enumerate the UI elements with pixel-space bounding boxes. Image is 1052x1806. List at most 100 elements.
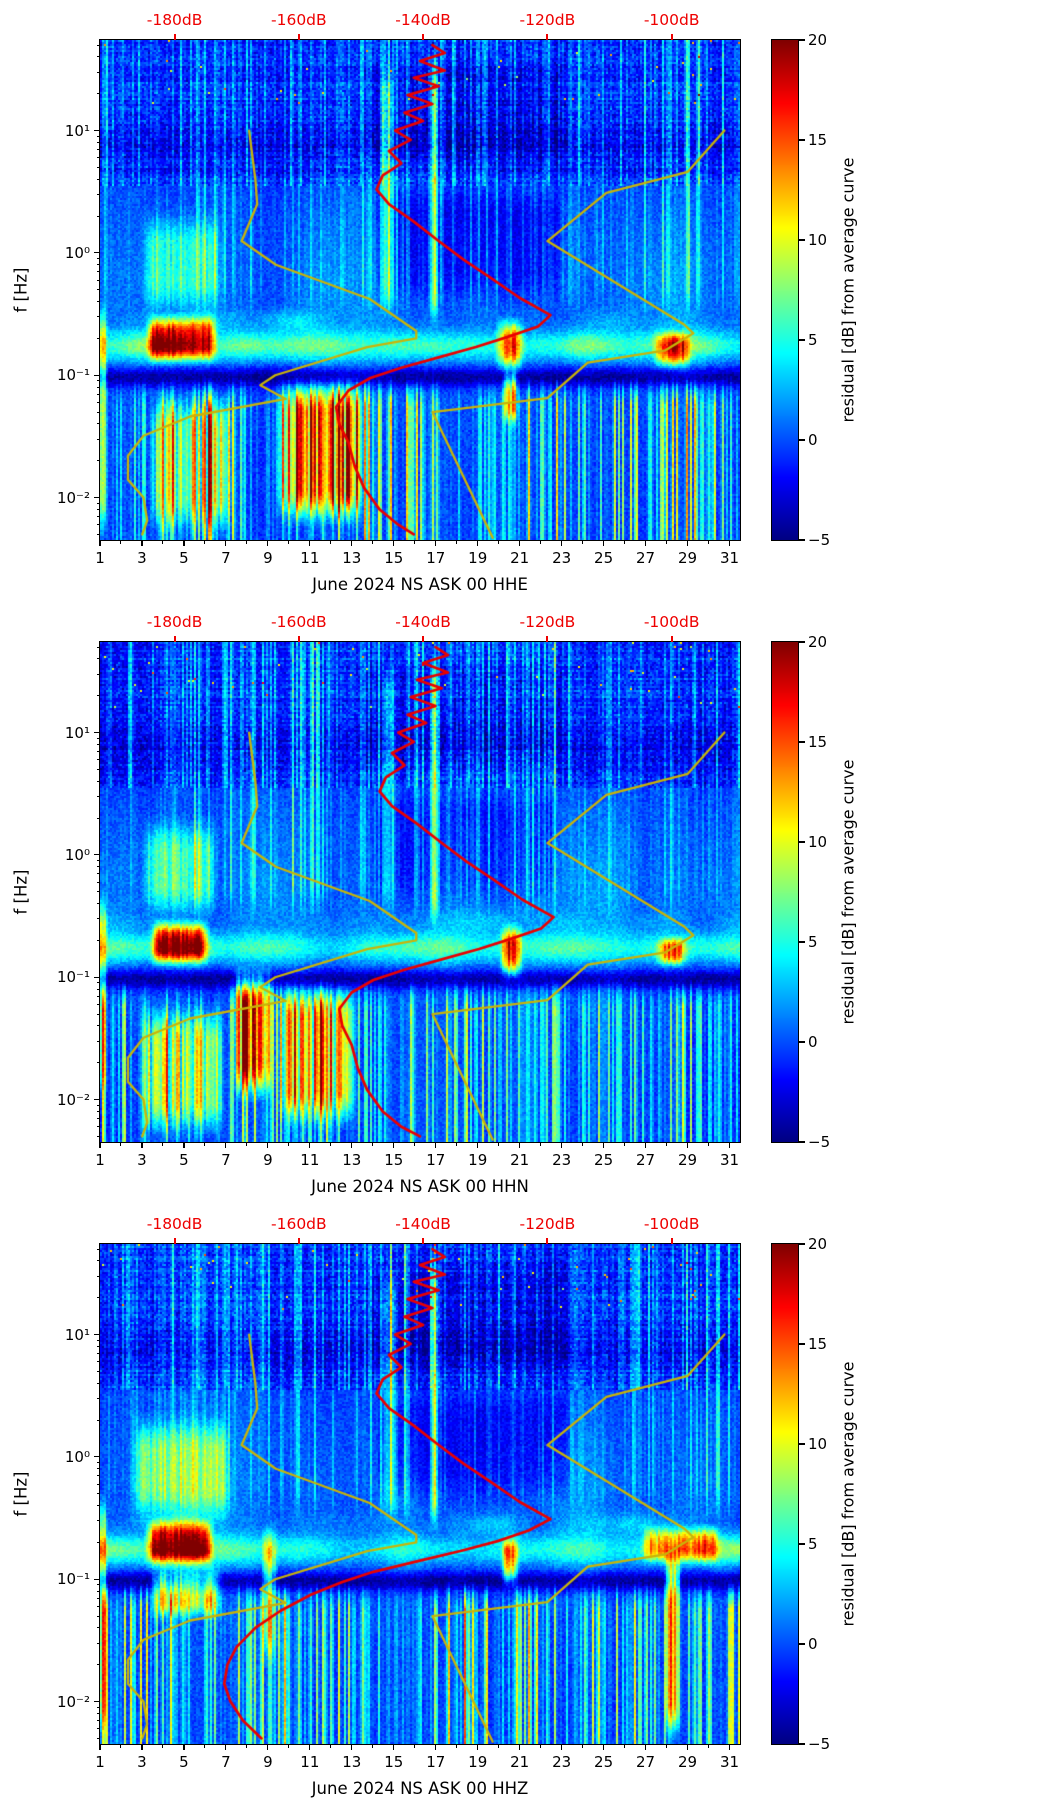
y-minor-tick [96, 1013, 100, 1015]
y-minor-tick [96, 873, 100, 875]
top-axis-tick [173, 1238, 176, 1244]
spectrogram-panel-hhn: f [Hz] June 2024 NS ASK 00 HHN residual … [0, 602, 1052, 1204]
x-tick [435, 1744, 437, 1750]
x-tick [183, 540, 185, 546]
y-minor-tick [96, 337, 100, 339]
y-minor-tick [96, 508, 100, 510]
x-tick-label: 19 [468, 1151, 488, 1169]
colorbar-tick-label: 5 [808, 933, 818, 951]
y-axis-label-text: f [Hz] [11, 267, 31, 313]
colorbar-tick-label: 10 [808, 833, 828, 851]
y-tick-label: 10⁰ [64, 1447, 90, 1466]
y-minor-tick [96, 1248, 100, 1250]
colorbar-tick [799, 439, 805, 441]
y-minor-tick [96, 1135, 100, 1137]
y-minor-tick [96, 1104, 100, 1106]
colorbar-tick-label: 10 [808, 1435, 828, 1453]
y-tick [94, 854, 100, 856]
colorbar-tick [799, 1643, 805, 1645]
y-minor-tick [96, 1712, 100, 1714]
colorbar-tick [799, 239, 805, 241]
x-tick [267, 1142, 269, 1148]
y-minor-tick [96, 1062, 100, 1064]
x-minor-tick [204, 1142, 206, 1146]
y-minor-tick [96, 401, 100, 403]
x-minor-tick [246, 540, 248, 544]
y-minor-tick [96, 1353, 100, 1355]
x-tick-label: 13 [342, 549, 362, 567]
x-minor-tick [456, 1142, 458, 1146]
colorbar-tick [799, 641, 805, 643]
y-minor-tick [96, 1728, 100, 1730]
colorbar-tick-label: 15 [808, 131, 828, 149]
x-tick [351, 1142, 353, 1148]
top-axis-label: -100dB [643, 11, 700, 29]
y-minor-tick [96, 1339, 100, 1341]
x-minor-tick [162, 1744, 164, 1748]
x-tick [435, 1142, 437, 1148]
x-tick-label: 11 [300, 1151, 320, 1169]
top-axis-label: -140dB [395, 11, 451, 29]
x-minor-tick [666, 1744, 668, 1748]
colorbar-tick [799, 1543, 805, 1545]
y-tick [94, 374, 100, 376]
x-tick-label: 21 [510, 1151, 530, 1169]
top-axis-label: -100dB [643, 613, 700, 631]
y-minor-tick [96, 646, 100, 648]
x-tick [686, 1142, 689, 1148]
y-minor-tick [96, 194, 100, 196]
spectrogram-canvas [100, 40, 740, 540]
y-minor-tick [96, 135, 100, 137]
y-minor-tick [96, 1584, 100, 1586]
x-tick-label: 9 [263, 549, 273, 567]
y-minor-tick [96, 1642, 100, 1644]
colorbar-tick [799, 1041, 805, 1043]
x-minor-tick [498, 540, 500, 544]
y-minor-tick [96, 1737, 100, 1739]
x-tick [225, 1744, 227, 1750]
top-axis-tick [173, 636, 176, 642]
x-tick-label: 15 [384, 549, 404, 567]
y-minor-tick [96, 178, 100, 180]
y-minor-tick [96, 1275, 100, 1277]
y-minor-tick [96, 751, 100, 753]
y-tick [94, 1456, 100, 1458]
y-minor-tick [96, 1627, 100, 1629]
x-tick-label: 19 [468, 1753, 488, 1771]
x-minor-tick [498, 1142, 500, 1146]
x-tick-label: 29 [677, 1753, 698, 1771]
y-minor-tick [96, 1505, 100, 1507]
y-minor-tick [96, 71, 100, 73]
x-tick [351, 540, 353, 546]
y-tick-label: 10⁰ [64, 845, 90, 864]
colorbar-border [771, 39, 799, 541]
x-minor-tick [120, 1142, 122, 1146]
x-tick [644, 540, 647, 546]
top-axis-tick [670, 34, 673, 40]
y-minor-tick [96, 1025, 100, 1027]
x-tick-label: 3 [137, 1753, 147, 1771]
x-tick [435, 540, 437, 546]
y-minor-tick [96, 157, 100, 159]
y-minor-tick [96, 891, 100, 893]
top-axis-tick [173, 34, 176, 40]
y-tick [94, 976, 100, 978]
x-minor-tick [120, 1744, 122, 1748]
colorbar-tick [799, 1141, 805, 1143]
y-tick-label: 10⁻¹ [56, 366, 90, 385]
colorbar-tick-label: 15 [808, 733, 828, 751]
y-minor-tick [96, 460, 100, 462]
x-tick [686, 540, 689, 546]
y-minor-tick [96, 166, 100, 168]
x-tick-label: 27 [636, 1753, 656, 1771]
y-minor-tick [96, 1493, 100, 1495]
x-minor-tick [372, 1744, 374, 1748]
x-tick-label: 21 [510, 549, 530, 567]
colorbar-tick [799, 1343, 805, 1345]
colorbar-tick-label: −5 [808, 1735, 831, 1753]
x-tick-label: 27 [636, 549, 656, 567]
y-minor-tick [96, 1382, 100, 1384]
x-tick-label: 23 [552, 549, 572, 567]
x-minor-tick [582, 1744, 584, 1748]
top-axis-label: -160dB [271, 11, 327, 29]
